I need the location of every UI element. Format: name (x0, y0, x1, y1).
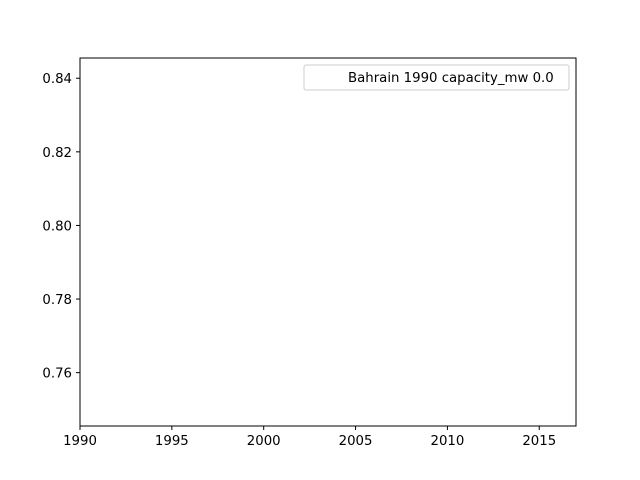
legend-box (303, 64, 570, 91)
x-tick-label: 2015 (522, 434, 556, 449)
y-tick-label: 0.82 (42, 146, 72, 161)
y-tick-label: 0.84 (42, 72, 72, 87)
y-tick-label: 0.80 (42, 219, 72, 234)
x-tick-label: 2000 (247, 434, 281, 449)
axes-frame (79, 57, 577, 427)
x-tick-label: 2005 (339, 434, 373, 449)
legend-entry-label: Bahrain 1990 capacity_mw 0.0 (348, 71, 554, 86)
x-tick-label: 1990 (63, 434, 97, 449)
x-axis: 1990 1995 2000 2005 2010 2015 (63, 426, 556, 449)
legend: Bahrain 1990 capacity_mw 0.0 (303, 64, 570, 91)
x-tick-label: 2010 (430, 434, 464, 449)
y-tick-label: 0.78 (42, 293, 72, 308)
y-tick-label: 0.76 (42, 367, 72, 382)
x-tick-label: 1995 (155, 434, 189, 449)
plot-area (79, 57, 577, 427)
y-axis: 0.76 0.78 0.80 0.82 0.84 (42, 72, 80, 382)
